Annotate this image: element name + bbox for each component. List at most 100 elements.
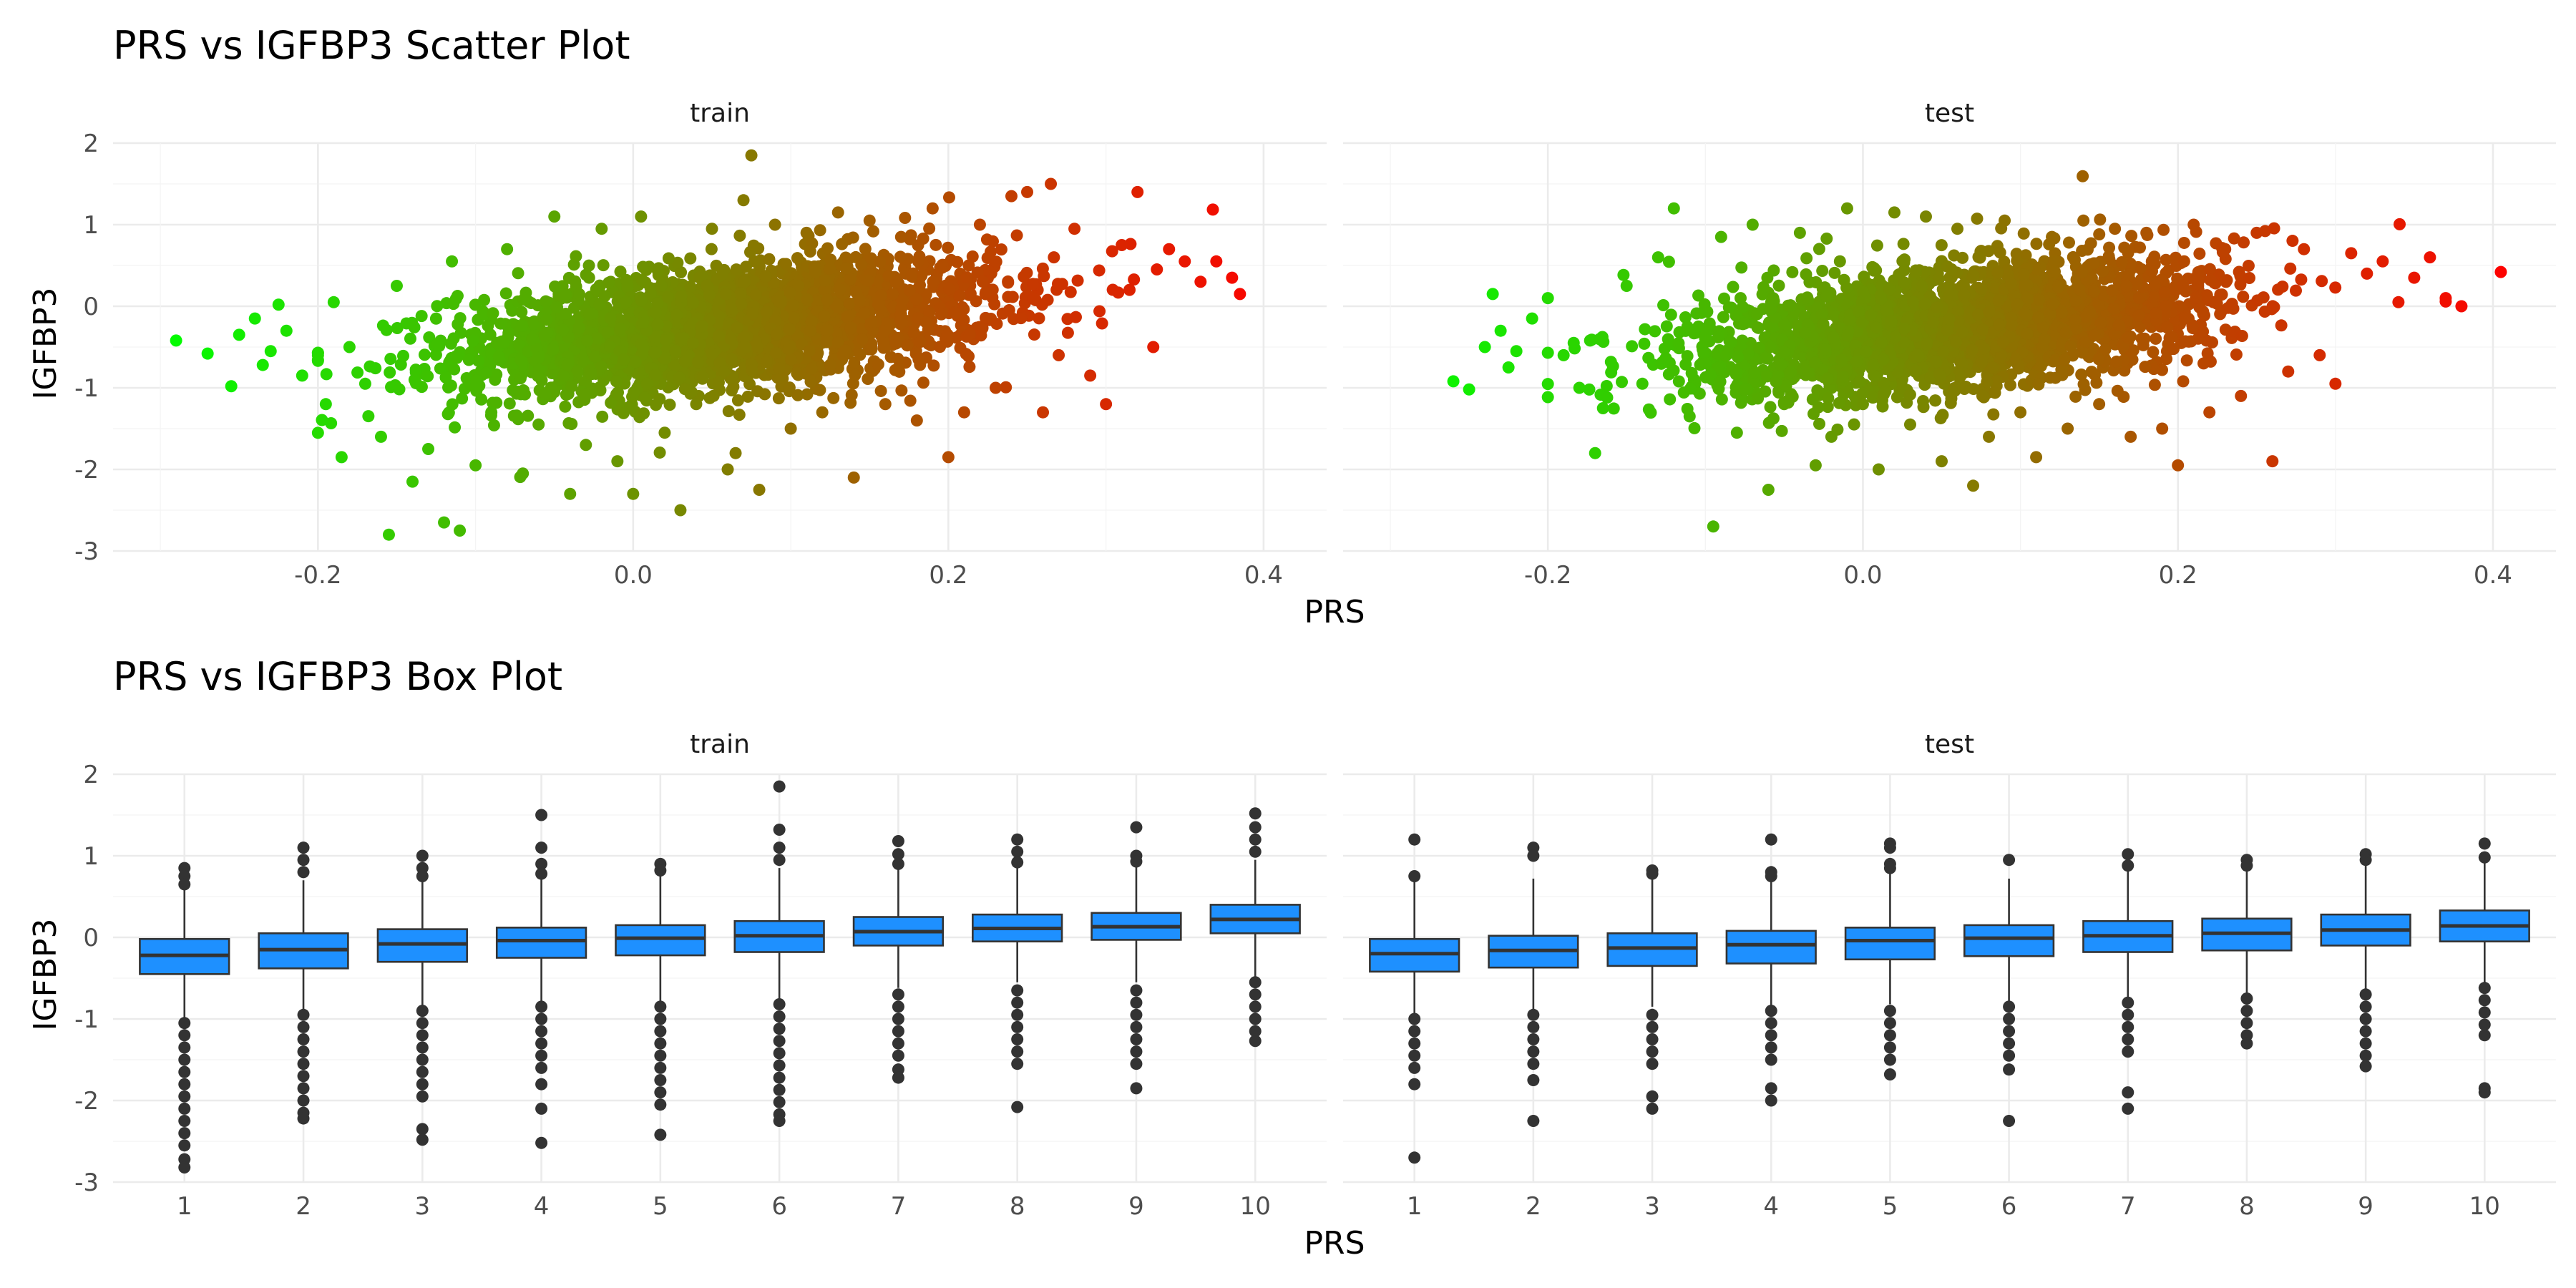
scatter-point: [760, 306, 773, 318]
scatter-point: [820, 324, 833, 337]
scatter-x-tick-label: 0.0: [1843, 561, 1882, 590]
scatter-point: [2204, 273, 2217, 286]
scatter-point: [441, 408, 454, 421]
scatter-point: [889, 364, 902, 376]
scatter-point: [408, 321, 421, 333]
scatter-point: [2316, 275, 2328, 288]
scatter-point: [418, 348, 431, 361]
scatter-point: [1096, 317, 1108, 330]
scatter-point: [595, 360, 608, 373]
scatter-point: [670, 308, 683, 321]
scatter-point: [384, 366, 396, 379]
scatter-point: [2147, 346, 2160, 358]
scatter-point: [2289, 284, 2302, 297]
scatter-point: [604, 312, 617, 325]
scatter-point: [845, 389, 858, 401]
scatter-point: [1600, 379, 1613, 392]
scatter-point: [856, 333, 869, 346]
scatter-point: [853, 293, 866, 306]
scatter-point: [1616, 376, 1629, 389]
scatter-point: [849, 369, 862, 381]
scatter-point: [296, 369, 308, 382]
scatter-point: [1764, 341, 1777, 353]
scatter-point: [879, 398, 892, 411]
scatter-point: [2122, 331, 2135, 344]
scatter-point: [2077, 170, 2089, 182]
scatter-point: [862, 274, 874, 287]
scatter-point: [1833, 396, 1845, 409]
scatter-point: [760, 356, 773, 369]
scatter-point: [831, 336, 844, 349]
scatter-point: [730, 263, 743, 276]
scatter-point: [629, 356, 642, 369]
scatter-point: [577, 356, 590, 369]
scatter-point: [1760, 351, 1773, 364]
scatter-point: [724, 333, 737, 346]
scatter-point: [382, 528, 395, 541]
scatter-point: [1116, 239, 1128, 251]
scatter-point: [684, 252, 697, 265]
scatter-point: [1760, 370, 1773, 383]
scatter-point: [264, 345, 277, 358]
scatter-point: [1601, 391, 1614, 404]
scatter-point: [1206, 203, 1219, 216]
scatter-point: [280, 324, 293, 337]
scatter-point: [800, 226, 813, 239]
scatter-point: [446, 398, 459, 411]
scatter-point: [614, 265, 627, 278]
scatter-point: [1936, 409, 1949, 421]
scatter-y-axis-title: IGFBP3: [27, 287, 64, 399]
scatter-point: [2148, 379, 2161, 391]
scatter-point: [421, 370, 434, 383]
scatter-point: [2087, 257, 2100, 270]
scatter-point: [2206, 336, 2219, 349]
scatter-point: [942, 241, 955, 254]
scatter-point: [409, 364, 422, 376]
scatter-point: [746, 364, 758, 377]
scatter-point: [1093, 264, 1106, 277]
scatter-point: [448, 363, 461, 376]
scatter-point: [507, 409, 520, 422]
scatter-point: [571, 365, 584, 378]
scatter-point: [547, 343, 560, 356]
scatter-point: [467, 334, 479, 347]
scatter-point: [926, 202, 939, 215]
scatter-point: [663, 399, 676, 411]
scatter-point: [557, 370, 570, 383]
scatter-point: [725, 302, 738, 315]
scatter-point: [248, 312, 261, 325]
scatter-point: [1786, 265, 1799, 278]
scatter-point: [2268, 222, 2280, 235]
scatter-point: [1736, 301, 1749, 313]
scatter-point: [662, 252, 675, 265]
scatter-point: [874, 384, 887, 397]
scatter-point: [834, 283, 847, 296]
scatter-point: [804, 325, 816, 338]
scatter-point: [801, 388, 814, 401]
scatter-point: [2214, 308, 2227, 321]
scatter-point: [1639, 323, 1652, 336]
scatter-point: [2094, 213, 2107, 226]
scatter-point: [562, 417, 575, 430]
scatter-point: [447, 332, 460, 345]
scatter-point: [957, 406, 970, 419]
scatter-point: [1667, 364, 1680, 377]
scatter-point: [957, 313, 970, 326]
scatter-point: [651, 265, 664, 278]
scatter-point: [844, 321, 857, 334]
scatter-point: [814, 224, 826, 237]
scatter-point: [1027, 293, 1040, 306]
scatter-point: [2180, 354, 2193, 367]
scatter-point: [836, 238, 849, 250]
scatter-point: [738, 275, 751, 288]
scatter-point: [1935, 239, 1948, 252]
scatter-point: [942, 451, 955, 464]
scatter-point: [1687, 327, 1700, 340]
scatter-point: [751, 340, 763, 353]
scatter-point: [827, 391, 840, 404]
scatter-point: [986, 235, 999, 248]
scatter-point: [573, 288, 586, 301]
scatter-point: [1735, 261, 1748, 274]
scatter-point: [660, 333, 673, 346]
scatter-point: [494, 317, 507, 330]
